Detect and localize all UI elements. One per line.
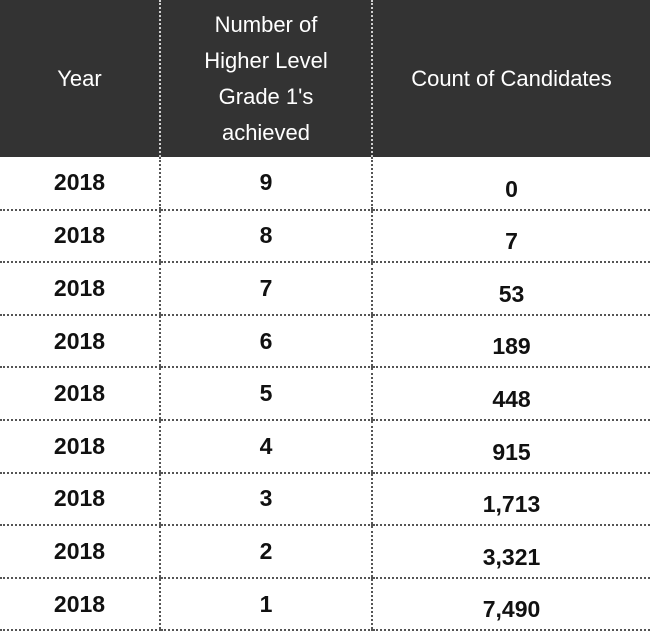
- table-cell: 5: [159, 367, 372, 421]
- table-cell: 2018: [0, 419, 160, 474]
- table-row: 2018 7 53: [0, 262, 650, 316]
- table-cell: 2018: [0, 157, 160, 211]
- table-cell: 2018: [0, 577, 160, 631]
- table-cell: 3,321: [371, 525, 650, 579]
- table-cell: 2018: [0, 367, 160, 421]
- table-cell: 7: [159, 262, 372, 316]
- table-cell: 53: [371, 262, 650, 316]
- table-row: 2018 3 1,713: [0, 472, 650, 527]
- table-row: 2018 6 189: [0, 314, 650, 369]
- header-cell: Year: [0, 0, 160, 157]
- table-row: 2018 5 448: [0, 367, 650, 421]
- table-cell: 2018: [0, 472, 160, 527]
- table-cell: 2018: [0, 262, 160, 316]
- header-cell: Count of Candidates: [371, 0, 650, 157]
- table-cell: 2018: [0, 314, 160, 369]
- table-body: 2018 9 0 2018 8 7 2018 7 53 2018 6 189 2018 5 448 2018 4…: [0, 157, 650, 631]
- table-cell: 189: [371, 314, 650, 369]
- table-cell: 4: [159, 419, 372, 474]
- table-row: 2018 1 7,490: [0, 577, 650, 631]
- table-cell: 915: [371, 419, 650, 474]
- table-header: Year Number of Higher Level Grade 1's ac…: [0, 0, 650, 157]
- table-row: 2018 8 7: [0, 209, 650, 264]
- table-cell: 2: [159, 525, 372, 579]
- header-row: Year Number of Higher Level Grade 1's ac…: [0, 0, 650, 157]
- table-cell: 3: [159, 472, 372, 527]
- table-cell: 9: [159, 157, 372, 211]
- header-cell: Number of Higher Level Grade 1's achieve…: [159, 0, 372, 157]
- table-cell: 6: [159, 314, 372, 369]
- table-cell: 0: [371, 157, 650, 211]
- table-cell: 1: [159, 577, 372, 631]
- table-cell: 7,490: [371, 577, 650, 631]
- table-cell: 7: [371, 209, 650, 264]
- header-text: Number of Higher Level Grade 1's achieve…: [204, 11, 328, 145]
- table-cell: 2018: [0, 525, 160, 579]
- table-row: 2018 9 0: [0, 157, 650, 211]
- table-cell: 1,713: [371, 472, 650, 527]
- table-row: 2018 4 915: [0, 419, 650, 474]
- table-cell: 448: [371, 367, 650, 421]
- table-row: 2018 2 3,321: [0, 525, 650, 579]
- table-cell: 8: [159, 209, 372, 264]
- table-cell: 2018: [0, 209, 160, 264]
